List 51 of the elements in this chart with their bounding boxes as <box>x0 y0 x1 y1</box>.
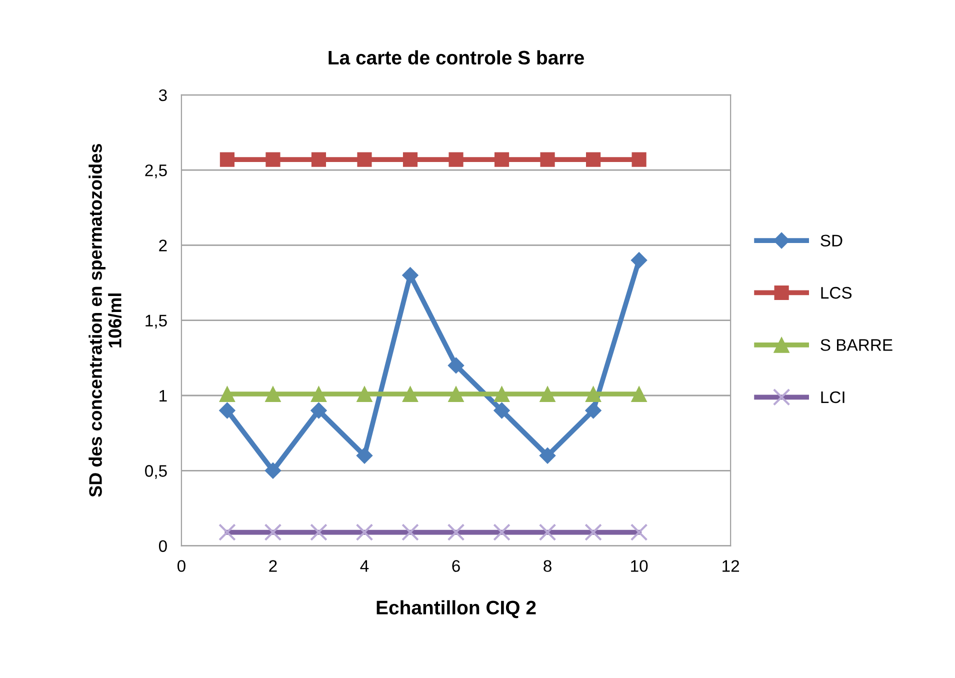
y-tick-label: 2 <box>159 240 167 252</box>
x-tick-label: 12 <box>722 560 740 572</box>
legend-label: LCI <box>821 391 844 404</box>
legend-label: LCS <box>821 286 852 299</box>
point <box>264 462 282 479</box>
point <box>357 152 372 167</box>
point <box>494 386 510 402</box>
point <box>586 152 601 167</box>
point <box>585 402 602 419</box>
x-tick-label: 4 <box>360 560 369 572</box>
x-tick-label: 10 <box>631 560 648 572</box>
x-tick-label: 8 <box>544 560 552 572</box>
legend-label: SD <box>820 234 842 247</box>
y-tick-label: 1,5 <box>146 314 167 329</box>
point <box>494 402 510 419</box>
point <box>310 386 327 402</box>
point <box>264 386 281 402</box>
point <box>494 152 510 167</box>
point <box>448 152 464 167</box>
point <box>539 447 556 464</box>
point <box>632 152 646 167</box>
y-tick-label: 3 <box>158 89 167 102</box>
y-tick-label: 0 <box>158 540 167 552</box>
y-tick-label: 1 <box>160 390 167 402</box>
point <box>631 386 648 402</box>
point <box>540 152 555 167</box>
point <box>448 357 464 374</box>
point <box>220 152 235 167</box>
y-tick-label: 2,5 <box>145 164 167 178</box>
x-axis-title: Echantillon CIQ 2 <box>376 600 536 618</box>
y-axis-title: SD des concentration en spermatozoides 106/ml <box>88 144 122 497</box>
point <box>448 386 464 402</box>
point <box>219 402 236 419</box>
point <box>310 402 327 419</box>
point <box>402 152 418 167</box>
x-tick-label: 0 <box>177 560 186 572</box>
y-tick-label: 0,5 <box>145 465 167 479</box>
point <box>266 152 280 167</box>
point <box>630 252 648 268</box>
x-tick-label: 6 <box>452 560 460 572</box>
point <box>402 386 418 402</box>
x-tick-label: 2 <box>269 560 277 572</box>
point <box>402 267 418 284</box>
point <box>356 386 372 402</box>
point <box>219 386 236 402</box>
point <box>311 152 326 167</box>
point <box>356 447 373 464</box>
point <box>585 386 602 402</box>
legend-label: S BARRE <box>820 339 892 351</box>
chart-title: La carte de controle S barre <box>328 50 584 65</box>
point <box>540 386 556 402</box>
